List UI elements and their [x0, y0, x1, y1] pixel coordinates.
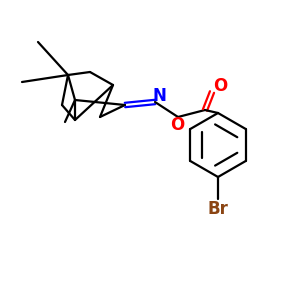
Text: N: N — [152, 87, 166, 105]
Text: O: O — [213, 77, 227, 95]
Text: Br: Br — [208, 200, 228, 218]
Text: O: O — [170, 116, 184, 134]
